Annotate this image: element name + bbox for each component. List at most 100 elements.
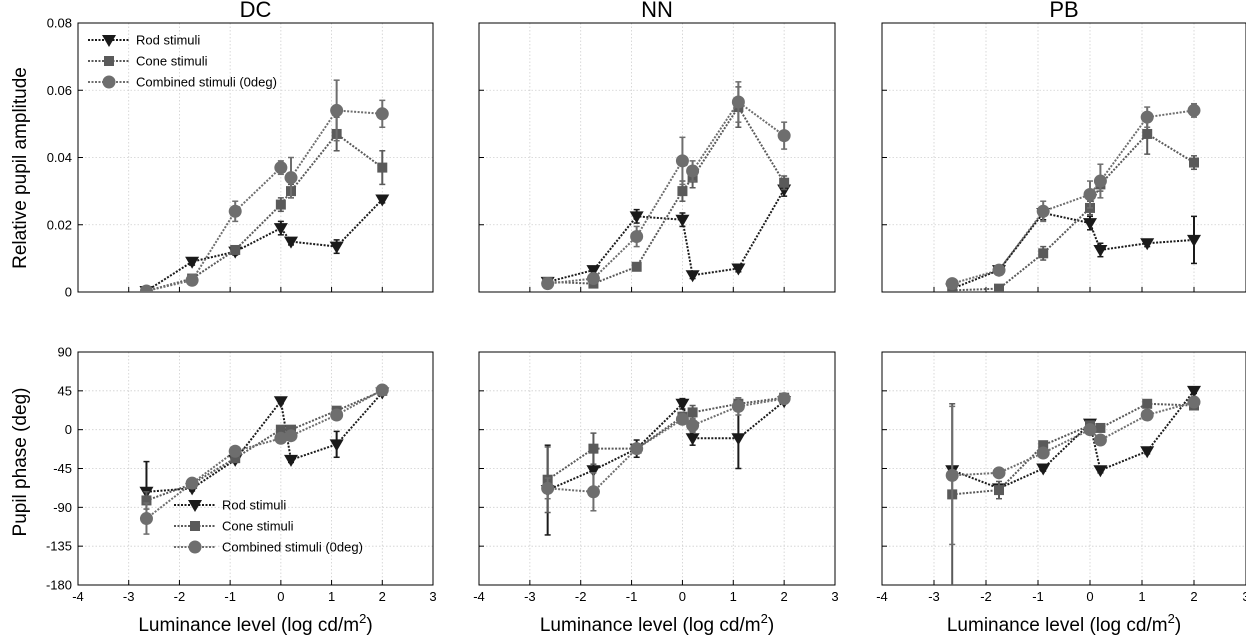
xlabel-main: Luminance level (log cd/m (138, 615, 359, 636)
panel-2: NN (478, 0, 836, 293)
x-tick-label: -2 (575, 589, 587, 604)
data-point-comb (185, 273, 199, 287)
data-point-cone (631, 261, 642, 272)
data-point-rod (1187, 385, 1201, 398)
data-point-comb (945, 468, 959, 482)
data-point-comb (1093, 174, 1107, 188)
y-tick-label: 0.02 (47, 217, 72, 232)
y-tick-label: 0.06 (47, 83, 72, 98)
xlabel-superscript: 2 (761, 611, 768, 626)
data-point-cone (275, 424, 286, 435)
x-tick-label: -3 (123, 589, 135, 604)
plot-area (78, 23, 433, 292)
x-tick-label: -3 (524, 589, 536, 604)
panel-1: DC 0 0.02 0.04 0.06 0.08 Rod stimuli Cone stimu… (47, 0, 434, 300)
data-point-comb (1187, 103, 1201, 117)
x-tick-label: 0 (277, 589, 284, 604)
ylabel-amplitude: Relative pupil amplitude (10, 67, 31, 269)
data-point-cone (677, 186, 688, 197)
y-tick-label: 0.04 (47, 150, 72, 165)
data-point-comb (1083, 423, 1097, 437)
plot-area (479, 23, 835, 292)
data-point-comb (541, 481, 555, 495)
data-point-comb (586, 485, 600, 499)
y-tick-label: 0 (65, 285, 72, 300)
data-point-comb (274, 161, 288, 175)
data-point-cone (1189, 157, 1199, 168)
data-point-comb (375, 383, 389, 397)
data-point-cone (1095, 422, 1106, 433)
data-point-rod (1093, 465, 1108, 478)
data-point-comb (274, 431, 288, 445)
data-point-rod (1140, 238, 1155, 251)
xlabel-end: ) (366, 615, 372, 636)
panel-title: DC (240, 0, 272, 22)
data-point-cone (377, 162, 388, 173)
data-point-comb (1140, 110, 1154, 124)
x-tick-label: 3 (1242, 589, 1246, 604)
x-tick-label: -4 (473, 589, 485, 604)
y-tick-label: -90 (53, 500, 72, 515)
x-tick-label: 2 (1190, 589, 1197, 604)
y-tick-label: -45 (53, 461, 72, 476)
data-point-comb (731, 399, 745, 413)
data-point-cone (687, 407, 698, 418)
data-point-rod (1083, 218, 1097, 231)
data-point-rod (1093, 244, 1108, 257)
y-tick-label: -180 (46, 578, 72, 593)
data-point-comb (777, 392, 791, 406)
x-tick-label: 3 (831, 589, 838, 604)
data-point-comb (284, 171, 298, 185)
data-point-rod (273, 223, 288, 236)
x-tick-label: 1 (730, 589, 737, 604)
plot-area (78, 352, 433, 585)
data-point-cone (141, 495, 152, 506)
xlabel-end: ) (768, 615, 774, 636)
data-point-comb (375, 107, 389, 121)
data-point-rod (375, 194, 390, 207)
data-point-rod (731, 263, 746, 276)
data-point-rod (586, 465, 601, 478)
data-point-comb (228, 204, 242, 218)
x-tick-label: -2 (174, 589, 186, 604)
data-point-comb (731, 95, 745, 109)
data-point-comb (139, 512, 153, 526)
data-point-rod (675, 398, 690, 411)
legend: Rod stimuli Cone stimuli Combined stimuli … (174, 498, 363, 555)
data-point-comb (541, 277, 555, 291)
xlabel: Luminance level (log cd/m2) (947, 611, 1181, 636)
data-point-comb (330, 103, 344, 117)
panel-title: PB (1049, 0, 1078, 22)
data-point-comb (675, 412, 689, 426)
x-tick-label: -1 (1032, 589, 1044, 604)
data-point-cone (1038, 248, 1049, 259)
data-point-rod (273, 396, 288, 409)
x-tick-label: 1 (1138, 589, 1145, 604)
data-point-comb (1083, 187, 1097, 201)
data-point-comb (686, 418, 700, 432)
xlabel-superscript: 2 (1168, 611, 1175, 626)
legend-marker-comb (188, 540, 202, 554)
data-point-comb (686, 164, 700, 178)
legend-marker-comb (102, 75, 116, 89)
legend-label-comb: Combined stimuli (0deg) (136, 75, 277, 90)
data-point-cone (1142, 128, 1153, 139)
data-point-comb (630, 442, 644, 456)
data-point-rod (731, 433, 746, 446)
data-point-comb (1187, 395, 1201, 409)
data-point-rod (1036, 463, 1051, 476)
series-group (540, 392, 792, 536)
xlabel-superscript: 2 (359, 611, 366, 626)
panel-3: PB (881, 0, 1246, 293)
legend-marker-rod (102, 35, 116, 47)
xlabel-end: ) (1175, 615, 1181, 636)
data-point-cone (588, 443, 599, 454)
data-point-comb (228, 444, 242, 458)
xlabel: Luminance level (log cd/m2) (138, 611, 372, 636)
data-point-comb (1036, 204, 1050, 218)
legend-label-rod: Rod stimuli (136, 33, 200, 48)
y-tick-label: 0 (65, 422, 72, 437)
x-tick-label: -1 (224, 589, 236, 604)
